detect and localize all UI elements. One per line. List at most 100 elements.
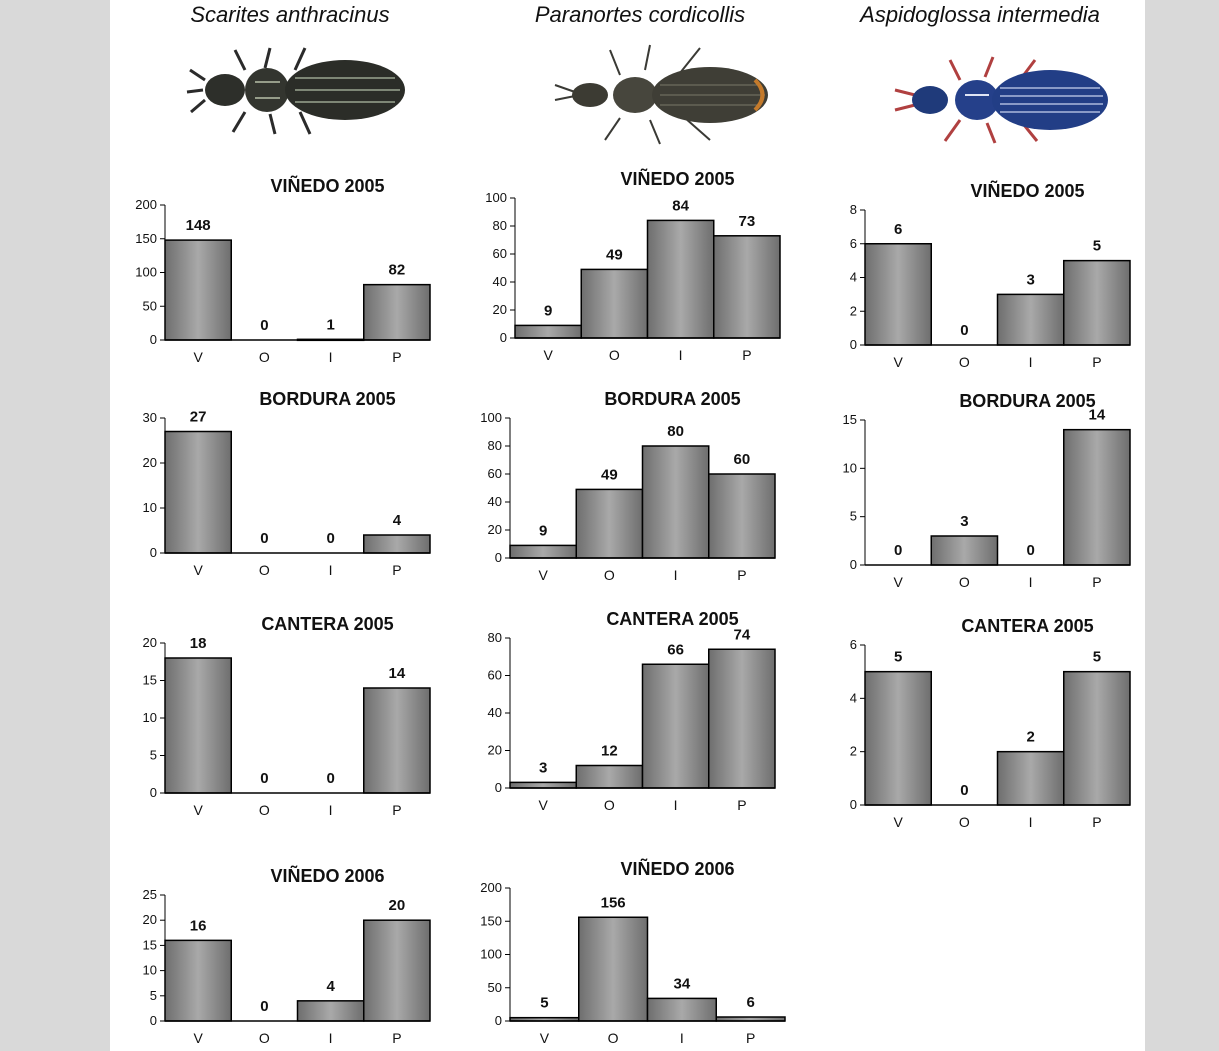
y-tick-label: 40 (488, 494, 502, 509)
y-tick-label: 40 (488, 705, 502, 720)
x-tick-label-I: I (1029, 354, 1033, 370)
species-title-paranortes: Paranortes cordicollis (534, 2, 746, 27)
bar-I (996, 293, 1065, 346)
y-tick-label: 60 (488, 668, 502, 683)
x-tick-label-P: P (392, 802, 401, 818)
data-label-O: 0 (260, 530, 268, 547)
data-label-O: 12 (601, 743, 618, 760)
data-label-V: 6 (894, 221, 902, 238)
x-tick-label-I: I (1029, 814, 1033, 830)
chart-title: CANTERA 2005 (606, 609, 738, 629)
y-tick-label: 0 (150, 785, 157, 800)
y-tick-label: 0 (150, 1013, 157, 1028)
data-label-I: 0 (326, 770, 334, 787)
chart-title: BORDURA 2005 (604, 389, 740, 409)
y-tick-label: 0 (150, 545, 157, 560)
bar-P (1063, 428, 1131, 566)
bar-O (575, 764, 644, 789)
chart-paranortes-cantera-2005: CANTERA 2005 0 20 40 60 80 3 V 12 O 66 I 74 P (488, 609, 776, 813)
data-label-P: 4 (393, 512, 402, 529)
data-label-P: 5 (1093, 649, 1101, 666)
y-tick-label: 200 (135, 197, 157, 212)
data-label-V: 3 (539, 759, 547, 776)
chart-title: VIÑEDO 2005 (620, 168, 734, 189)
x-tick-label-O: O (259, 1030, 270, 1046)
data-label-O: 49 (606, 246, 623, 263)
y-tick-label: 60 (493, 246, 507, 261)
x-tick-label-I: I (674, 797, 678, 813)
data-label-P: 14 (389, 665, 406, 682)
y-tick-label: 15 (143, 937, 157, 952)
data-label-V: 5 (540, 995, 548, 1012)
bar-O (578, 916, 649, 1022)
y-tick-label: 20 (488, 743, 502, 758)
x-tick-label-P: P (1092, 354, 1101, 370)
y-tick-label: 10 (143, 710, 157, 725)
chart-title: BORDURA 2005 (259, 389, 395, 409)
chart-paranortes-vinedo-2005: VIÑEDO 2005 0 20 40 60 80 100 9 V 49 O 84 I 73 P (485, 168, 781, 363)
data-label-P: 20 (389, 897, 406, 914)
bar-I (646, 219, 715, 339)
y-tick-label: 100 (485, 190, 507, 205)
y-tick-label: 0 (500, 330, 507, 345)
y-tick-label: 60 (488, 466, 502, 481)
y-tick-label: 25 (143, 887, 157, 902)
y-tick-label: 20 (488, 522, 502, 537)
bar-V (164, 939, 232, 1022)
data-label-P: 5 (1093, 238, 1101, 255)
chart-scarites-bordura-2005: BORDURA 2005 0 10 20 30 27 V 0 O 0 I 4 P (143, 389, 431, 578)
x-tick-label-P: P (392, 349, 401, 365)
x-tick-label-O: O (259, 802, 270, 818)
data-label-I: 80 (667, 423, 684, 440)
y-tick-label: 6 (850, 637, 857, 652)
y-tick-label: 150 (480, 913, 502, 928)
data-label-I: 1 (326, 316, 334, 333)
x-tick-label-I: I (680, 1030, 684, 1046)
x-tick-label-O: O (259, 349, 270, 365)
data-label-I: 0 (1026, 542, 1034, 559)
bar-I (296, 1000, 365, 1022)
x-tick-label-I: I (1029, 574, 1033, 590)
bar-V (509, 781, 577, 789)
x-tick-label-P: P (742, 347, 751, 363)
x-tick-label-V: V (538, 567, 548, 583)
chart-aspidoglossa-bordura-2005: BORDURA 2005 0 5 10 15 0 V 3 O 0 I 14 P (843, 391, 1131, 590)
x-tick-label-V: V (893, 814, 903, 830)
x-tick-label-P: P (737, 797, 746, 813)
y-tick-label: 0 (495, 550, 502, 565)
x-tick-label-P: P (392, 562, 401, 578)
x-tick-label-P: P (737, 567, 746, 583)
data-label-I: 4 (326, 978, 335, 995)
chart-paranortes-vinedo-2006: VIÑEDO 2006 0 50 100 150 200 5 V 156 O 34 I 6 P (480, 858, 786, 1046)
x-tick-label-V: V (193, 562, 203, 578)
data-label-V: 0 (894, 542, 902, 559)
y-tick-label: 20 (143, 635, 157, 650)
chart-title: VIÑEDO 2005 (970, 180, 1084, 201)
data-label-O: 0 (260, 317, 268, 334)
data-label-I: 0 (326, 530, 334, 547)
data-label-V: 18 (190, 635, 207, 652)
bar-P (713, 235, 781, 339)
data-label-O: 0 (960, 782, 968, 799)
y-tick-label: 40 (493, 274, 507, 289)
bar-V (509, 544, 577, 559)
bar-I (646, 997, 717, 1022)
data-label-V: 148 (186, 217, 211, 234)
y-tick-label: 10 (843, 460, 857, 475)
y-tick-label: 0 (150, 332, 157, 347)
data-label-I: 2 (1026, 729, 1034, 746)
y-tick-label: 5 (150, 988, 157, 1003)
y-tick-label: 2 (850, 303, 857, 318)
bar-P (708, 473, 776, 559)
y-tick-label: 80 (488, 630, 502, 645)
bar-O (930, 535, 999, 566)
beetle-scarites-icon (186, 47, 405, 135)
data-label-P: 60 (734, 451, 751, 468)
x-tick-label-I: I (329, 802, 333, 818)
x-tick-label-V: V (540, 1030, 550, 1046)
chart-title: VIÑEDO 2005 (270, 175, 384, 196)
data-label-I: 34 (674, 975, 691, 992)
species-title-scarites: Scarites anthracinus (190, 2, 390, 27)
y-tick-label: 5 (150, 748, 157, 763)
y-tick-label: 6 (850, 236, 857, 251)
